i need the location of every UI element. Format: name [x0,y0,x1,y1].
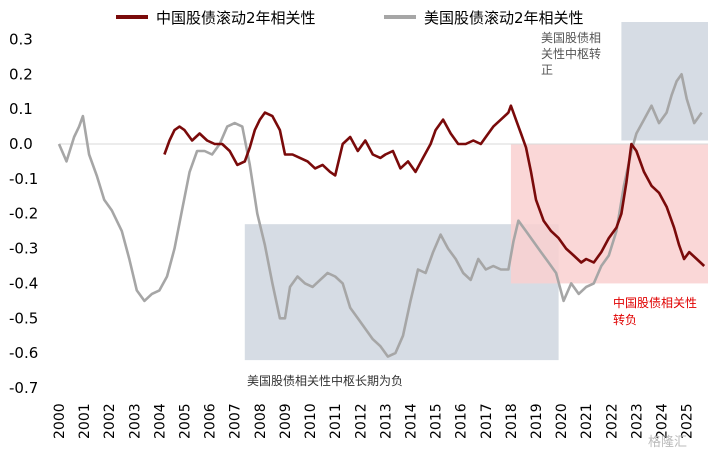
x-tick-label: 2008 [253,403,269,439]
x-tick-label: 2012 [353,403,369,439]
annotation-us-positive-line-3: 正 [541,63,553,77]
x-tick-label: 2000 [52,403,68,439]
x-tick-label: 2005 [178,403,194,439]
x-tick-label: 2011 [328,403,344,439]
x-tick-label: 2021 [579,403,595,439]
y-tick-label: -0.1 [9,170,38,188]
shaded-region-red [510,144,708,284]
x-tick-label: 2015 [429,403,445,439]
legend: 中国股债滚动2年相关性 美国股债滚动2年相关性 [116,9,584,27]
x-axis: 2000 2001 2002 2003 2004 2005 2006 2007 2008 2009… [52,403,696,439]
x-tick-label: 2019 [529,403,545,439]
series-line-us [57,73,703,358]
annotation-us-negative: 美国股债相关性中枢长期为负 [247,373,403,388]
watermark: 格隆汇 [648,434,687,450]
x-tick-label: 2020 [554,403,570,439]
y-axis: 0.3 0.2 0.1 0.0 -0.1 -0.2 -0.3 -0.4 -0.5 -0.6 -0.7 [9,30,38,397]
y-tick-label: -0.5 [9,309,38,327]
x-tick-label: 2025 [680,403,696,439]
y-tick-label: 0.3 [9,30,33,48]
y-tick-label: 0.0 [9,135,33,153]
y-tick-label: 0.2 [9,65,33,83]
series-lines [57,73,706,358]
x-tick-label: 2017 [479,403,495,439]
annotation-cn-negative-line-1: 中国股债相关性 [613,295,697,310]
shaded-regions [244,22,708,361]
y-tick-label: -0.3 [9,240,38,258]
y-tick-label: -0.4 [9,274,38,292]
annotation-us-positive: 美国股债相 关性中枢转 正 [541,31,601,77]
x-tick-label: 2006 [203,403,219,439]
x-tick-label: 2014 [403,403,419,439]
x-tick-label: 2002 [102,403,118,439]
y-tick-label: -0.2 [9,205,38,223]
x-tick-label: 2024 [655,403,671,439]
annotation-cn-negative: 中国股债相关性 转负 [613,295,697,327]
x-tick-label: 2013 [378,403,394,439]
x-tick-label: 2023 [629,403,645,439]
annotation-cn-negative-line-2: 转负 [613,312,637,327]
x-tick-label: 2016 [454,403,470,439]
series-line-cn [163,104,706,267]
x-tick-label: 2010 [303,403,319,439]
x-tick-label: 2001 [77,403,93,439]
legend-label-us: 美国股债滚动2年相关性 [424,9,584,27]
annotation-us-positive-line-2: 关性中枢转 [541,46,601,61]
legend-label-cn: 中国股债滚动2年相关性 [156,9,316,27]
y-tick-label: 0.1 [9,100,33,118]
x-tick-label: 2018 [504,403,520,439]
y-tick-label: -0.7 [9,379,38,397]
x-tick-label: 2022 [604,403,620,439]
annotation-us-positive-line-1: 美国股债相 [541,31,601,45]
y-tick-label: -0.6 [9,344,38,362]
x-tick-label: 2004 [152,403,168,439]
x-tick-label: 2007 [228,403,244,439]
x-tick-label: 2009 [278,403,294,439]
x-tick-label: 2003 [127,403,143,439]
